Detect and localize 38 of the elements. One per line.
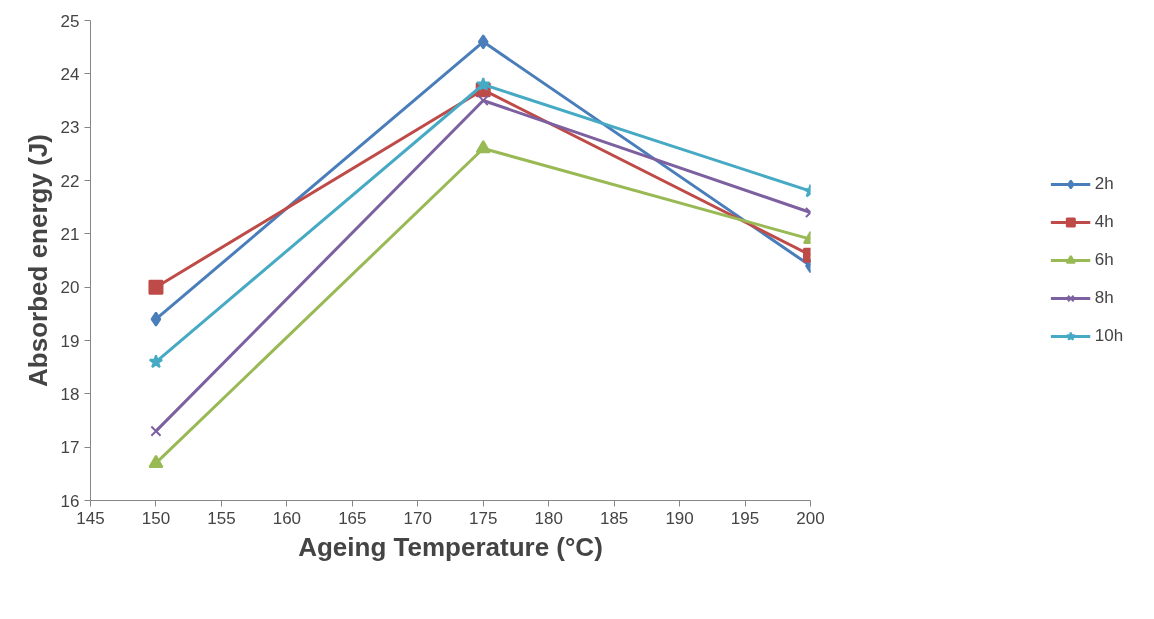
- legend-label: 8h: [1094, 288, 1115, 308]
- x-tick-label: 145: [76, 508, 105, 528]
- x-tick-label: 180: [534, 508, 563, 528]
- x-tick-label: 150: [141, 508, 171, 528]
- legend-label: 6h: [1094, 250, 1115, 270]
- point: [477, 34, 489, 50]
- x-tick-label: 195: [730, 508, 760, 528]
- point: [475, 139, 491, 154]
- point: [477, 94, 489, 107]
- legend-label: 4h: [1094, 212, 1115, 232]
- x-tick-label: 160: [272, 508, 302, 528]
- y-tick-label: 22: [60, 171, 80, 191]
- x-tick-label: 185: [599, 508, 629, 528]
- y-tick-label: 19: [60, 331, 80, 351]
- x-tick-label: 170: [403, 508, 432, 528]
- x-tick-label: 190: [665, 508, 694, 528]
- x-axis-title: Ageing Temperature (°C): [298, 531, 603, 562]
- x-tick-label: 175: [469, 508, 498, 528]
- legend-label: 2h: [1094, 174, 1115, 194]
- y-tick-label: 24: [60, 64, 80, 84]
- y-tick-label: 23: [60, 118, 80, 138]
- y-tick-label: 16: [60, 491, 80, 511]
- y-tick-label: 18: [60, 384, 80, 404]
- point: [150, 425, 162, 437]
- x-tick-label: 155: [207, 508, 236, 528]
- point: [148, 354, 164, 369]
- x-tick-label: 200: [796, 508, 825, 528]
- point: [148, 454, 164, 468]
- y-tick-label: 25: [60, 11, 80, 31]
- point: [150, 311, 162, 327]
- y-tick-label: 20: [60, 278, 80, 298]
- x-tick-label: 165: [338, 508, 367, 528]
- point: [476, 77, 491, 91]
- y-tick-label: 21: [60, 224, 80, 244]
- y-axis-title: Absorbed energy (J): [22, 134, 53, 387]
- legend-label: 10h: [1094, 326, 1124, 346]
- point: [148, 279, 164, 295]
- y-tick-label: 17: [60, 438, 80, 458]
